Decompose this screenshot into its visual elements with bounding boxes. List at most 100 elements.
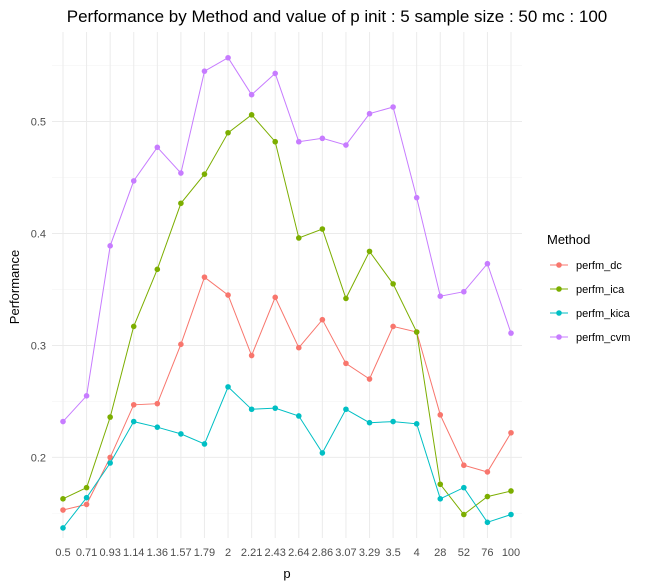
- data-point-perfm_cvm: [178, 170, 184, 176]
- data-point-perfm_ica: [508, 488, 514, 494]
- data-point-perfm_dc: [319, 316, 326, 323]
- data-point-perfm_kica: [130, 418, 137, 425]
- data-point-perfm_dc: [225, 292, 231, 298]
- data-point-perfm_cvm: [201, 68, 208, 74]
- data-point-perfm_cvm: [130, 178, 137, 184]
- data-point-perfm_kica: [60, 525, 66, 531]
- legend-key-point: [556, 286, 562, 292]
- data-point-perfm_kica: [83, 494, 90, 501]
- legend-label: perfm_cvm: [576, 332, 630, 344]
- data-point-perfm_kica: [508, 511, 514, 518]
- data-point-perfm_cvm: [272, 70, 279, 77]
- grid: [52, 32, 522, 538]
- data-point-perfm_kica: [201, 441, 208, 447]
- y-tick-label: 0.4: [31, 229, 46, 241]
- data-point-perfm_dc: [508, 429, 514, 436]
- data-point-perfm_cvm: [390, 104, 396, 110]
- legend-item-perfm_dc: perfm_dc: [550, 260, 622, 272]
- x-tick-label: 28: [434, 547, 446, 559]
- series-perfm_ica: [60, 112, 514, 518]
- data-point-perfm_cvm: [295, 138, 302, 145]
- series-line-perfm_ica: [62, 114, 512, 516]
- data-point-perfm_ica: [201, 171, 208, 177]
- data-point-perfm_dc: [201, 274, 208, 280]
- data-point-perfm_dc: [60, 507, 66, 513]
- data-point-perfm_dc: [366, 376, 373, 382]
- data-point-perfm_kica: [248, 406, 255, 413]
- data-point-perfm_cvm: [225, 54, 231, 61]
- x-tick-label: 76: [481, 547, 493, 559]
- data-point-perfm_ica: [413, 329, 420, 335]
- legend-item-perfm_kica: perfm_kica: [550, 308, 631, 320]
- x-tick-label: 2: [225, 547, 231, 559]
- x-tick-label: 1.36: [147, 547, 168, 559]
- data-point-perfm_dc: [248, 352, 255, 359]
- x-axis-ticks: 0.5 0.71 0.93 1.14 1.36 1.57 1.79 2 2.21 2.43 2.64…: [55, 547, 520, 559]
- data-point-perfm_kica: [484, 519, 491, 526]
- legend-item-perfm_ica: perfm_ica: [550, 284, 625, 296]
- data-point-perfm_ica: [225, 129, 231, 136]
- x-tick-label: 0.93: [99, 547, 120, 559]
- legend-title: Method: [547, 232, 590, 247]
- data-point-perfm_dc: [343, 360, 349, 367]
- data-point-perfm_kica: [107, 460, 113, 466]
- data-point-perfm_dc: [178, 341, 184, 348]
- x-tick-label: 52: [458, 547, 470, 559]
- data-point-perfm_cvm: [508, 330, 514, 336]
- data-point-perfm_kica: [390, 418, 396, 425]
- data-point-perfm_ica: [130, 323, 137, 330]
- data-point-perfm_cvm: [107, 243, 113, 249]
- x-tick-label: 3.29: [359, 547, 380, 559]
- data-point-perfm_ica: [154, 266, 161, 273]
- x-tick-label: 4: [414, 547, 420, 559]
- legend-key-point: [556, 310, 562, 316]
- legend-label: perfm_ica: [576, 284, 625, 296]
- series-line-perfm_kica: [62, 386, 512, 529]
- data-point-perfm_kica: [319, 450, 326, 456]
- x-tick-label: 1.79: [194, 547, 215, 559]
- x-tick-label: 2.43: [264, 547, 285, 559]
- data-point-perfm_ica: [60, 496, 66, 502]
- legend: Method perfm_dc perfm_ica perfm_kica perfm_…: [547, 232, 631, 344]
- x-tick-label: 100: [502, 547, 520, 559]
- data-point-perfm_ica: [295, 235, 302, 241]
- data-point-perfm_cvm: [366, 110, 373, 117]
- legend-label: perfm_dc: [576, 260, 622, 272]
- x-tick-label: 1.14: [123, 547, 144, 559]
- data-point-perfm_ica: [319, 226, 326, 232]
- data-point-perfm_cvm: [484, 260, 491, 267]
- data-point-perfm_cvm: [319, 135, 326, 142]
- y-tick-label: 0.5: [31, 117, 46, 129]
- y-tick-label: 0.2: [31, 452, 46, 464]
- data-point-perfm_dc: [83, 501, 90, 508]
- data-point-perfm_cvm: [60, 418, 66, 425]
- legend-label: perfm_kica: [576, 308, 631, 320]
- y-tick-label: 0.3: [31, 340, 46, 352]
- data-point-perfm_kica: [154, 424, 161, 430]
- data-point-perfm_ica: [107, 414, 113, 420]
- series-line-perfm_cvm: [62, 57, 512, 422]
- data-point-perfm_kica: [366, 419, 373, 426]
- data-point-perfm_dc: [437, 412, 444, 418]
- data-point-perfm_ica: [437, 481, 444, 488]
- x-axis-title: p: [283, 566, 290, 581]
- data-point-perfm_cvm: [343, 142, 349, 148]
- series-layer: [60, 54, 514, 531]
- x-tick-label: 1.57: [170, 547, 191, 559]
- data-point-perfm_ica: [272, 138, 279, 145]
- data-point-perfm_dc: [154, 400, 161, 407]
- x-tick-label: 0.5: [55, 547, 70, 559]
- x-tick-label: 2.86: [312, 547, 333, 559]
- data-point-perfm_kica: [437, 496, 444, 502]
- data-point-perfm_dc: [461, 462, 467, 469]
- data-point-perfm_kica: [343, 406, 349, 413]
- y-axis-title: Performance: [7, 250, 22, 324]
- series-perfm_cvm: [60, 54, 514, 425]
- x-tick-label: 3.5: [385, 547, 400, 559]
- x-tick-label: 0.71: [76, 547, 97, 559]
- data-point-perfm_ica: [390, 281, 396, 287]
- data-point-perfm_cvm: [461, 288, 467, 295]
- data-point-perfm_ica: [366, 248, 373, 255]
- data-point-perfm_kica: [413, 421, 420, 427]
